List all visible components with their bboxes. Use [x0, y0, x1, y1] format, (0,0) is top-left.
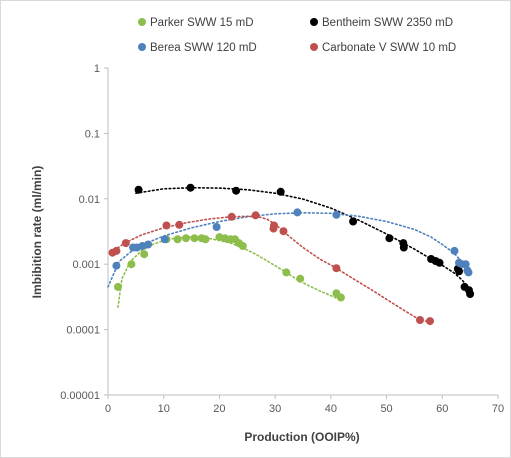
- data-point-series-2: [160, 235, 169, 244]
- data-point-series-1: [276, 187, 285, 196]
- y-tick-label: 0.0001: [66, 325, 100, 337]
- data-point-series-3: [416, 316, 424, 324]
- data-point-series-1: [134, 185, 143, 194]
- axes: 0 10 20 30 40 50 60 70 0.00001 0.0001 0.001 0.01 0.1…: [60, 63, 504, 415]
- x-tick-label: 70: [492, 403, 504, 415]
- x-tick-label: 40: [325, 403, 337, 415]
- data-point-series-3: [251, 211, 260, 220]
- trendline-series-1: [135, 186, 471, 292]
- data-point-series-0: [127, 260, 136, 269]
- data-point-series-3: [426, 317, 434, 326]
- legend-marker: [138, 43, 146, 51]
- y-tick-label: 0.1: [85, 128, 100, 140]
- data-point-series-3: [270, 221, 278, 230]
- data-point-series-3: [162, 221, 171, 230]
- data-points: [108, 183, 475, 326]
- data-point-series-3: [175, 220, 184, 229]
- legend-marker: [138, 18, 146, 26]
- data-point-series-3: [227, 212, 236, 221]
- data-point-series-1: [466, 290, 475, 298]
- data-point-series-0: [238, 242, 247, 250]
- x-tick-label: 0: [105, 403, 111, 415]
- data-point-series-2: [450, 246, 459, 255]
- data-point-series-0: [114, 282, 122, 291]
- legend-label: Carbonate V SWW 10 mD: [322, 42, 456, 54]
- legend-label: Bentheim SWW 2350 mD: [322, 17, 453, 29]
- y-tick-label: 0.01: [79, 194, 100, 206]
- trendline-series-2: [107, 211, 470, 288]
- data-point-series-0: [201, 235, 210, 244]
- legend-label: Parker SWW 15 mD: [150, 17, 254, 29]
- data-point-series-2: [461, 260, 470, 269]
- x-tick-label: 20: [213, 403, 225, 415]
- data-point-series-1: [349, 217, 358, 226]
- x-tick-label: 10: [158, 403, 170, 415]
- x-axis-title: Production (OOIP%): [244, 430, 359, 444]
- y-axis-title: Imbibition rate (ml/min): [30, 166, 44, 299]
- legend-label: Berea SWW 120 mD: [150, 42, 257, 54]
- data-point-series-1: [385, 234, 394, 243]
- x-tick-label: 30: [269, 403, 281, 415]
- data-point-series-0: [182, 234, 190, 243]
- data-point-series-0: [140, 250, 149, 259]
- data-point-series-3: [112, 246, 121, 255]
- x-tick-label: 50: [380, 403, 392, 415]
- data-point-series-2: [293, 208, 302, 217]
- x-tick-label: 60: [436, 403, 448, 415]
- data-point-series-2: [464, 268, 473, 277]
- data-point-series-1: [399, 243, 408, 252]
- data-point-series-3: [121, 239, 130, 248]
- data-point-series-1: [186, 183, 195, 192]
- data-point-series-0: [282, 268, 291, 277]
- data-point-series-3: [279, 227, 288, 236]
- data-point-series-0: [190, 234, 199, 243]
- data-point-series-3: [332, 264, 341, 273]
- data-point-series-2: [144, 240, 153, 249]
- y-tick-label: 0.00001: [60, 390, 100, 402]
- data-point-series-1: [435, 258, 444, 267]
- data-point-series-0: [336, 293, 345, 302]
- data-point-series-0: [296, 274, 305, 283]
- legend: Parker SWW 15 mD Bentheim SWW 2350 mD Bere…: [138, 17, 456, 54]
- legend-marker: [310, 43, 318, 51]
- data-point-series-0: [173, 235, 182, 244]
- y-tick-label: 1: [94, 63, 100, 75]
- data-point-series-2: [212, 223, 221, 231]
- data-point-series-2: [332, 210, 341, 219]
- legend-marker: [310, 18, 318, 26]
- data-point-series-2: [112, 261, 121, 270]
- y-tick-label: 0.001: [72, 259, 100, 271]
- data-point-series-1: [232, 186, 241, 195]
- data-point-series-1: [455, 267, 463, 276]
